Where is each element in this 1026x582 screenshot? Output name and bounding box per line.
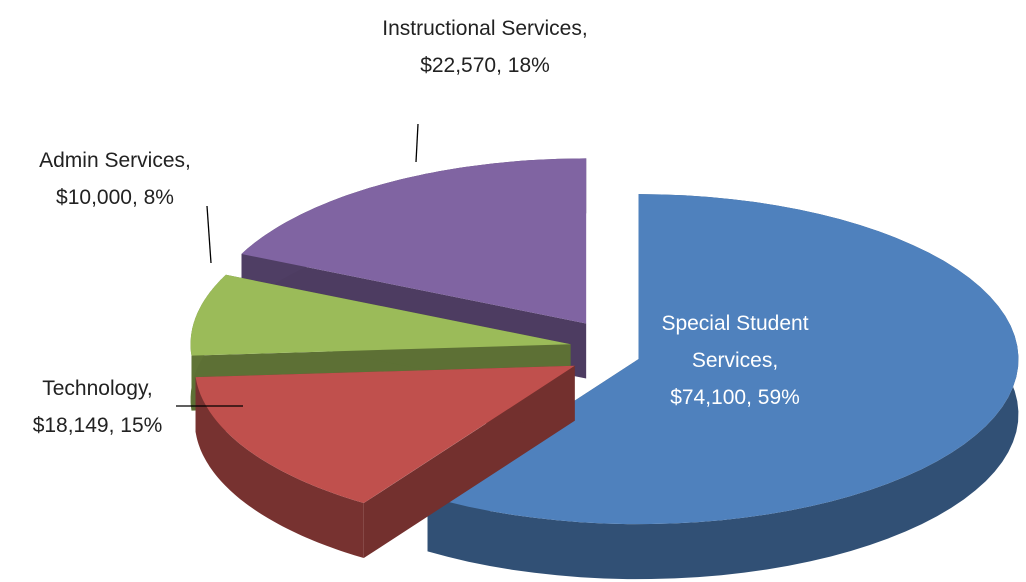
slice [241,158,587,324]
slice [427,194,1019,525]
data-label: Special Student Services $74,100, 59% [620,305,850,416]
slice-wall [195,377,364,558]
data-label: Admin Services $10,000, 8% [10,142,220,216]
slice [427,194,1019,580]
slice [190,274,571,356]
value-label: $22,570, 18% [420,54,550,77]
value-label: $18,149, 15% [32,414,163,437]
data-label: Technology $18,149, 15% [0,370,195,444]
value-label: $74,100, 59% [670,386,800,409]
category-label: Special Student Services [661,312,808,372]
slice [195,365,575,503]
leader-line [415,123,419,163]
data-label: Instructional Services $22,570, 18% [380,10,590,84]
category-label: Technology [42,377,153,400]
category-label: Admin Services [39,149,191,172]
category-label: Instructional Services [382,17,587,40]
value-label: $10,000, 8% [56,186,174,209]
leader-line [206,205,212,264]
slice [195,365,575,559]
slice-wall [427,194,1019,580]
